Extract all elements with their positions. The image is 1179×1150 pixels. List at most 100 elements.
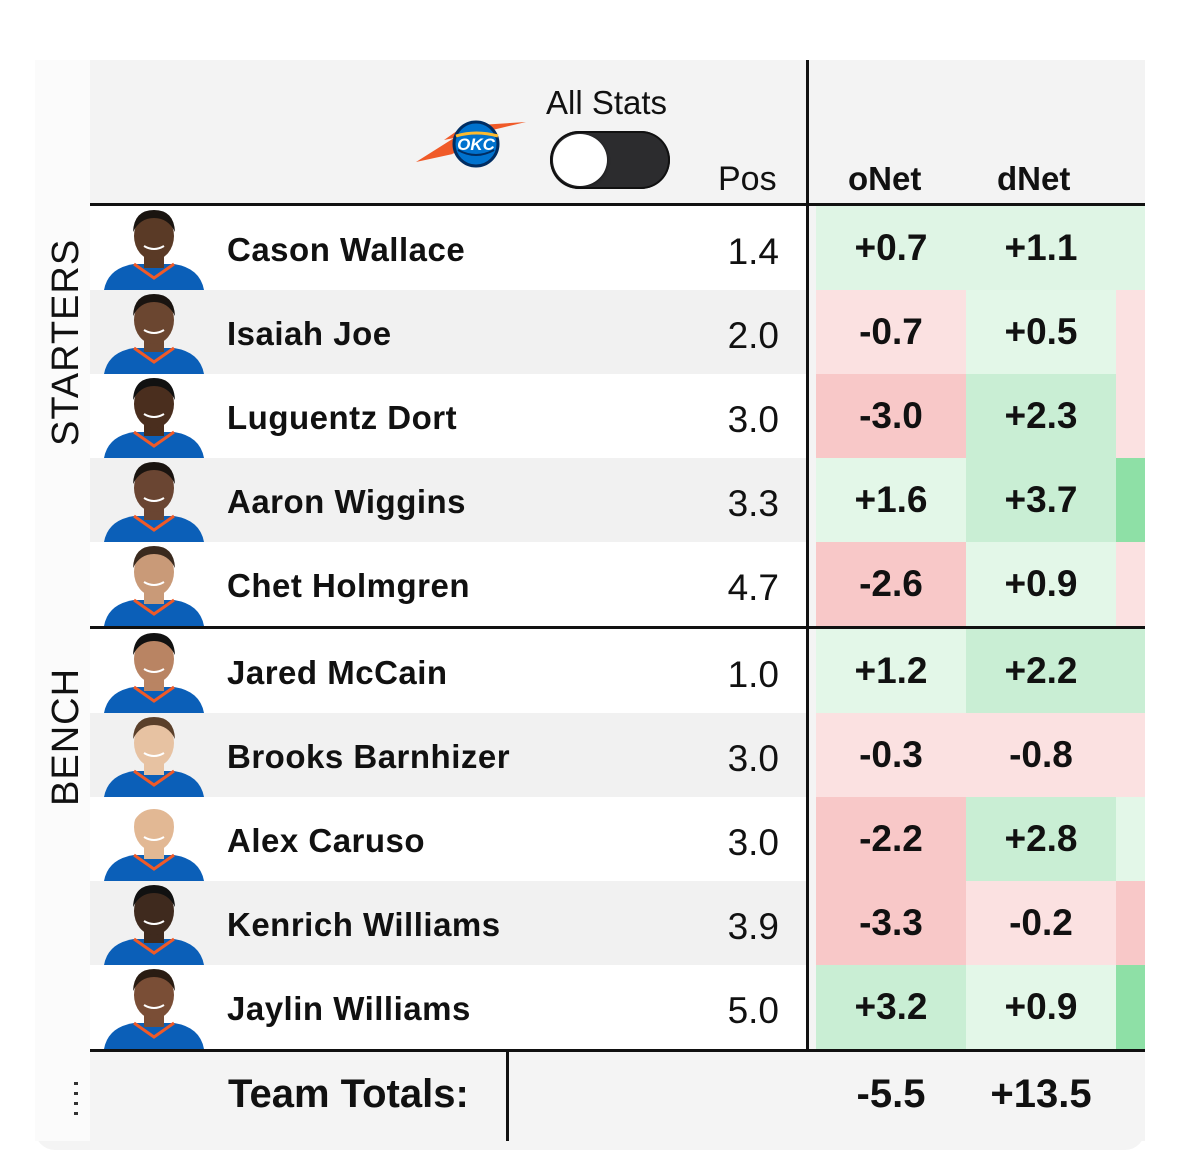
section-label-starters: STARTERS xyxy=(45,238,87,446)
toggle-knob[interactable] xyxy=(553,134,607,186)
onet-cell: -0.3 xyxy=(816,713,966,797)
player-name[interactable]: Jared McCain xyxy=(227,654,448,691)
player-name[interactable]: Cason Wallace xyxy=(227,231,466,268)
row-background xyxy=(90,965,806,1049)
player-name[interactable]: Aaron Wiggins xyxy=(227,483,467,520)
player-name[interactable]: Alex Caruso xyxy=(227,822,426,859)
section-sidebar xyxy=(35,60,90,1141)
player-avatar xyxy=(94,797,214,881)
player-row[interactable]: Kenrich Williams 3.9 -3.3 -0.2 xyxy=(90,881,1145,965)
section-divider xyxy=(90,626,1145,629)
player-avatar xyxy=(104,717,204,797)
svg-text:OKC: OKC xyxy=(457,135,496,154)
player-avatar xyxy=(104,210,204,290)
player-row[interactable]: Jared McCain 1.0 +1.2 +2.2 xyxy=(90,629,1145,713)
player-pos: 3.9 xyxy=(727,906,779,947)
dnet-cell: -0.2 xyxy=(966,881,1116,965)
player-pos: 3.3 xyxy=(727,483,779,524)
next-column-cell xyxy=(1116,206,1145,290)
player-avatar xyxy=(94,206,214,290)
player-avatar xyxy=(94,290,214,374)
player-row[interactable]: Alex Caruso 3.0 -2.2 +2.8 xyxy=(90,797,1145,881)
player-row[interactable]: Luguentz Dort 3.0 -3.0 +2.3 xyxy=(90,374,1145,458)
player-row[interactable]: Aaron Wiggins 3.3 +1.6 +3.7 xyxy=(90,458,1145,542)
dnet-cell: +2.2 xyxy=(966,629,1116,713)
row-background xyxy=(90,458,806,542)
totals-column-divider xyxy=(506,1052,509,1141)
dnet-cell: +3.7 xyxy=(966,458,1116,542)
col-header-onet[interactable]: oNet xyxy=(848,160,922,197)
column-divider xyxy=(806,60,809,1050)
dnet-cell: +1.1 xyxy=(966,206,1116,290)
player-avatar xyxy=(94,629,214,713)
next-column-cell xyxy=(1116,290,1145,374)
player-name[interactable]: Kenrich Williams xyxy=(227,906,501,943)
col-header-dnet[interactable]: dNet xyxy=(997,160,1071,197)
section-label-bench: BENCH xyxy=(45,667,87,806)
okc-thunder-logo-icon: OKC xyxy=(416,120,526,168)
onet-cell: +3.2 xyxy=(816,965,966,1049)
player-avatar xyxy=(94,374,214,458)
col-header-pos[interactable]: Pos xyxy=(718,160,777,198)
row-background xyxy=(90,374,806,458)
header-divider xyxy=(90,203,1145,206)
player-row[interactable]: Cason Wallace 1.4 +0.7 +1.1 xyxy=(90,206,1145,290)
dnet-cell: -0.8 xyxy=(966,713,1116,797)
next-column-cell xyxy=(1116,629,1145,713)
totals-dnet: +13.5 xyxy=(990,1072,1092,1116)
player-avatar xyxy=(94,965,214,1049)
player-name[interactable]: Isaiah Joe xyxy=(227,315,392,352)
onet-cell: -2.2 xyxy=(816,797,966,881)
dnet-cell: +0.9 xyxy=(966,965,1116,1049)
next-column-cell xyxy=(1116,797,1145,881)
onet-cell: -3.0 xyxy=(816,374,966,458)
player-avatar xyxy=(104,885,204,965)
row-background xyxy=(90,713,806,797)
more-dots-icon xyxy=(74,1082,78,1122)
player-avatar xyxy=(94,713,214,797)
player-pos: 4.7 xyxy=(727,567,779,608)
next-column-cell xyxy=(1116,965,1145,1049)
next-column-cell xyxy=(1116,881,1145,965)
player-name[interactable]: Luguentz Dort xyxy=(227,399,458,436)
row-background xyxy=(90,881,806,965)
player-avatar xyxy=(94,458,214,542)
player-name[interactable]: Jaylin Williams xyxy=(227,990,471,1027)
player-row[interactable]: Chet Holmgren 4.7 -2.6 +0.9 xyxy=(90,542,1145,626)
onet-cell: -2.6 xyxy=(816,542,966,626)
player-row[interactable]: Jaylin Williams 5.0 +3.2 +0.9 xyxy=(90,965,1145,1049)
all-stats-toggle[interactable] xyxy=(550,131,670,189)
dnet-cell: +0.9 xyxy=(966,542,1116,626)
dnet-cell: +0.5 xyxy=(966,290,1116,374)
onet-cell: +1.6 xyxy=(816,458,966,542)
player-avatar xyxy=(104,546,204,626)
player-row[interactable]: Brooks Barnhizer 3.0 -0.3 -0.8 xyxy=(90,713,1145,797)
row-background xyxy=(90,542,806,626)
totals-row xyxy=(90,1052,1145,1141)
player-avatar xyxy=(104,969,204,1049)
onet-cell: +0.7 xyxy=(816,206,966,290)
player-avatar xyxy=(104,294,204,374)
player-name[interactable]: Brooks Barnhizer xyxy=(227,738,511,775)
row-background xyxy=(90,290,806,374)
player-avatar xyxy=(104,378,204,458)
next-column-cell xyxy=(1116,374,1145,458)
dnet-cell: +2.3 xyxy=(966,374,1116,458)
next-column-cell xyxy=(1116,542,1145,626)
onet-cell: -3.3 xyxy=(816,881,966,965)
player-avatar xyxy=(94,881,214,965)
totals-divider xyxy=(90,1049,1145,1052)
row-background xyxy=(90,797,806,881)
player-avatar xyxy=(104,633,204,713)
row-background xyxy=(90,629,806,713)
dnet-cell: +2.8 xyxy=(966,797,1116,881)
player-avatar xyxy=(94,542,214,626)
next-column-cell xyxy=(1116,458,1145,542)
player-pos: 3.0 xyxy=(727,399,779,440)
player-pos: 1.0 xyxy=(727,654,779,695)
onet-cell: -0.7 xyxy=(816,290,966,374)
player-name[interactable]: Chet Holmgren xyxy=(227,567,471,604)
player-row[interactable]: Isaiah Joe 2.0 -0.7 +0.5 xyxy=(90,290,1145,374)
player-pos: 5.0 xyxy=(727,990,779,1031)
player-pos: 3.0 xyxy=(727,822,779,863)
